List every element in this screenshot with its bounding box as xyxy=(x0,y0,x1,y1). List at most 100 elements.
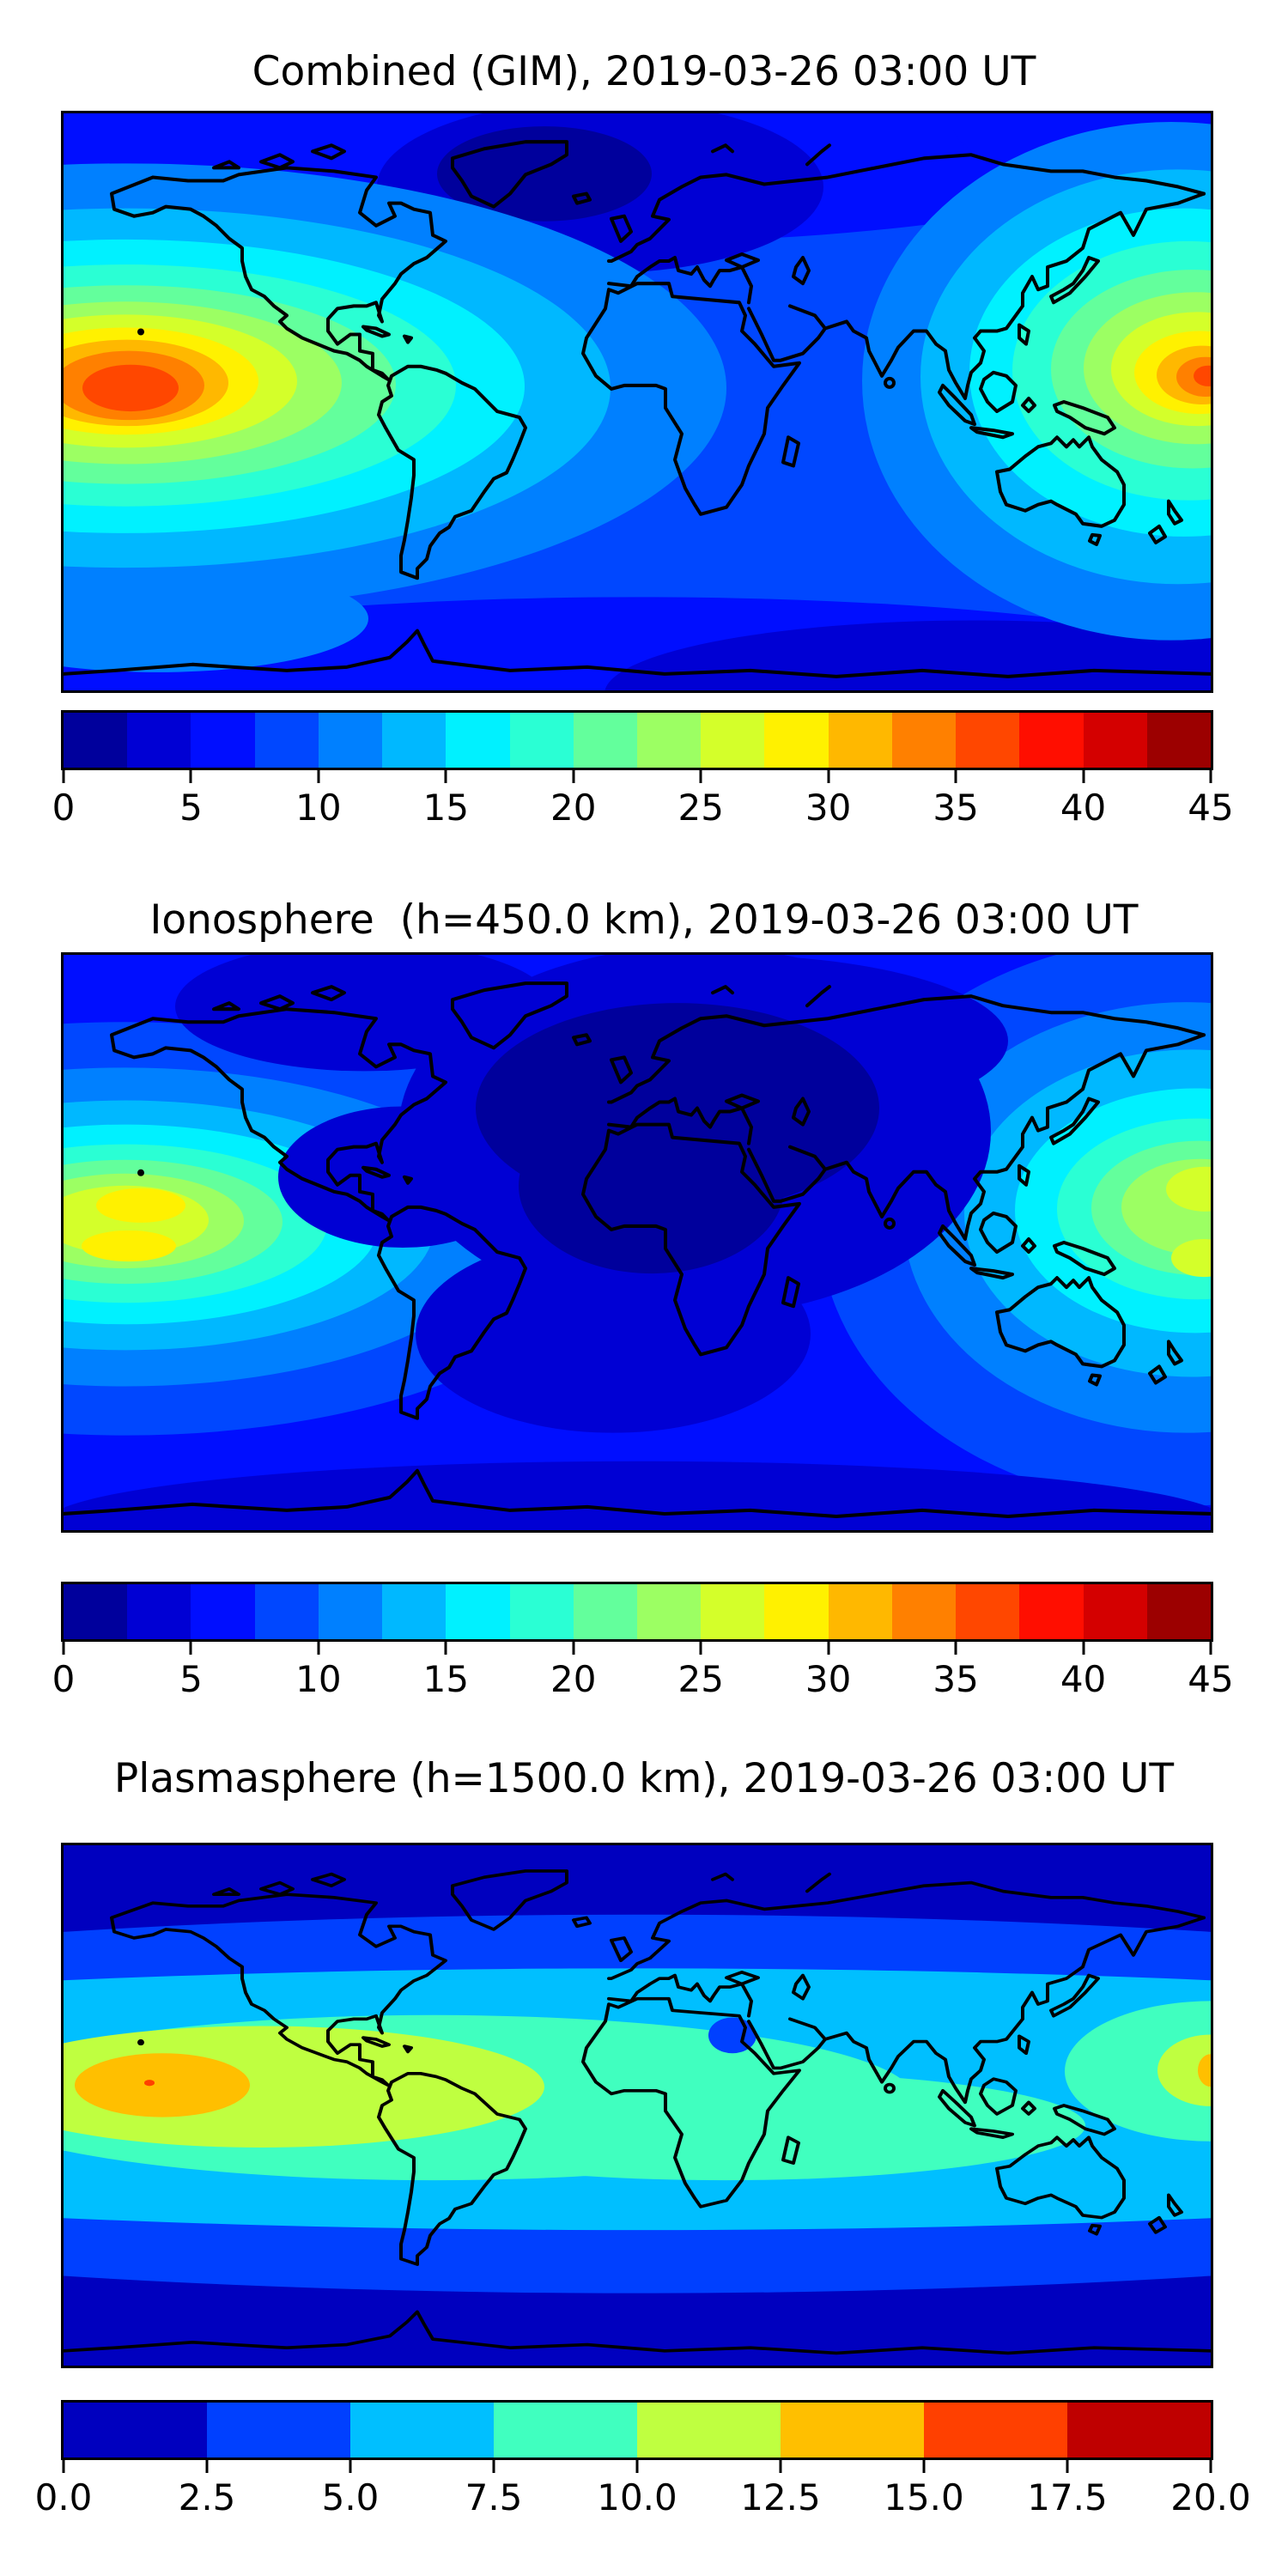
panel2-colorbar-axis: 0 5 10 15 20 25 30 35 40 45 xyxy=(52,1642,1234,1702)
colorbar-tick xyxy=(572,1642,575,1655)
colorbar-segment xyxy=(764,1584,829,1639)
colorbar-segment xyxy=(1019,1584,1084,1639)
colorbar-segment xyxy=(891,713,957,768)
colorbar-segment xyxy=(382,1584,447,1639)
colorbar-segment xyxy=(573,713,637,768)
colorbar-segment xyxy=(446,1584,510,1639)
colorbar-tick-label: 15 xyxy=(422,787,470,829)
colorbar-tick-label: 30 xyxy=(805,787,852,829)
panel3-title: Plasmasphere (h=1500.0 km), 2019-03-26 0… xyxy=(113,1755,1175,1802)
colorbar-tick xyxy=(444,1642,447,1655)
colorbar-tick xyxy=(1066,2460,1069,2473)
colorbar-tick xyxy=(62,2460,65,2473)
colorbar-tick-label: 7.5 xyxy=(465,2476,523,2518)
colorbar-tick xyxy=(922,2460,926,2473)
colorbar-tick-label: 40 xyxy=(1060,787,1107,829)
colorbar-tick xyxy=(492,2460,495,2473)
colorbar-segment xyxy=(1146,713,1211,768)
colorbar-tick xyxy=(444,770,447,783)
colorbar-segment xyxy=(509,1584,574,1639)
colorbar-segment xyxy=(1019,713,1084,768)
colorbar-segment xyxy=(636,1584,702,1639)
colorbar-tick-label: 45 xyxy=(1188,1658,1234,1700)
colorbar-tick-label: 30 xyxy=(805,1658,852,1700)
colorbar-tick xyxy=(954,770,957,783)
colorbar-tick-label: 17.5 xyxy=(1027,2476,1108,2518)
colorbar-segment xyxy=(494,2403,637,2458)
colorbar-segment xyxy=(64,2403,207,2458)
panel2-colorbar xyxy=(61,1582,1213,1642)
panel2-map xyxy=(61,952,1213,1533)
colorbar-tick xyxy=(827,770,830,783)
colorbar-tick xyxy=(62,770,65,783)
colorbar-tick xyxy=(1209,770,1212,783)
panel2-contour-fills xyxy=(64,955,1211,1530)
colorbar-tick-label: 45 xyxy=(1188,787,1234,829)
colorbar-tick xyxy=(1209,2460,1212,2473)
colorbar-segment xyxy=(764,713,829,768)
colorbar-segment xyxy=(127,713,191,768)
colorbar-segment xyxy=(509,713,574,768)
colorbar-tick xyxy=(189,1642,192,1655)
colorbar-tick xyxy=(954,1642,957,1655)
colorbar-segment xyxy=(350,2403,494,2458)
panel2-contour-plot xyxy=(64,955,1211,1530)
colorbar-segment xyxy=(191,713,255,768)
colorbar-segment xyxy=(828,713,892,768)
panel1-contour-plot xyxy=(64,113,1211,690)
colorbar-segment xyxy=(1146,1584,1211,1639)
colorbar-tick-label: 0 xyxy=(52,1658,76,1700)
colorbar-tick-label: 0 xyxy=(52,787,76,829)
colorbar-segment xyxy=(318,713,383,768)
colorbar-tick xyxy=(699,1642,702,1655)
colorbar-segment xyxy=(254,713,319,768)
colorbar-tick-label: 0.0 xyxy=(34,2476,93,2518)
panel1-map xyxy=(61,111,1213,693)
colorbar-tick-label: 10 xyxy=(295,1658,342,1700)
colorbar-tick xyxy=(205,2460,209,2473)
colorbar-tick-label: 20 xyxy=(550,1658,597,1700)
colorbar-tick-label: 10 xyxy=(295,787,342,829)
colorbar-tick xyxy=(317,1642,320,1655)
colorbar-tick-label: 10.0 xyxy=(597,2476,677,2518)
colorbar-tick-label: 25 xyxy=(677,787,724,829)
colorbar-segment xyxy=(191,1584,255,1639)
colorbar-tick xyxy=(699,770,702,783)
colorbar-tick-label: 35 xyxy=(933,787,979,829)
colorbar-segment xyxy=(127,1584,191,1639)
colorbar-segment xyxy=(637,2403,781,2458)
colorbar-tick-label: 5 xyxy=(179,787,203,829)
colorbar-tick-label: 5.0 xyxy=(321,2476,380,2518)
colorbar-tick-label: 15 xyxy=(422,1658,470,1700)
panel3-contour-fills xyxy=(64,1845,1211,2366)
panel1-colorbar-axis: 0 5 10 15 20 25 30 35 40 45 xyxy=(52,770,1234,830)
colorbar-tick-label: 2.5 xyxy=(178,2476,236,2518)
colorbar-segment xyxy=(446,713,510,768)
colorbar-tick-label: 40 xyxy=(1060,1658,1107,1700)
colorbar-tick xyxy=(189,770,192,783)
colorbar-tick-label: 5 xyxy=(179,1658,203,1700)
colorbar-tick-label: 15.0 xyxy=(884,2476,964,2518)
colorbar-segment xyxy=(64,713,128,768)
colorbar-tick xyxy=(317,770,320,783)
colorbar-tick xyxy=(827,1642,830,1655)
colorbar-segment xyxy=(318,1584,383,1639)
colorbar-segment xyxy=(828,1584,892,1639)
colorbar-tick xyxy=(1209,1642,1212,1655)
colorbar-segment xyxy=(891,1584,957,1639)
panel3-map xyxy=(61,1843,1213,2368)
colorbar-tick-label: 12.5 xyxy=(740,2476,821,2518)
colorbar-tick xyxy=(349,2460,352,2473)
colorbar-segment xyxy=(956,713,1020,768)
panel1-contour-fills xyxy=(64,113,1211,690)
colorbar-segment xyxy=(701,1584,765,1639)
colorbar-segment xyxy=(64,1584,128,1639)
colorbar-tick xyxy=(779,2460,782,2473)
colorbar-tick xyxy=(635,2460,639,2473)
colorbar-segment xyxy=(701,713,765,768)
colorbar-tick xyxy=(62,1642,65,1655)
colorbar-segment xyxy=(781,2403,924,2458)
panel3-colorbar xyxy=(61,2400,1213,2460)
panel3-colorbar-axis: 0.0 2.5 5.0 7.5 10.0 12.5 15.0 17.5 20.0 xyxy=(35,2460,1251,2520)
